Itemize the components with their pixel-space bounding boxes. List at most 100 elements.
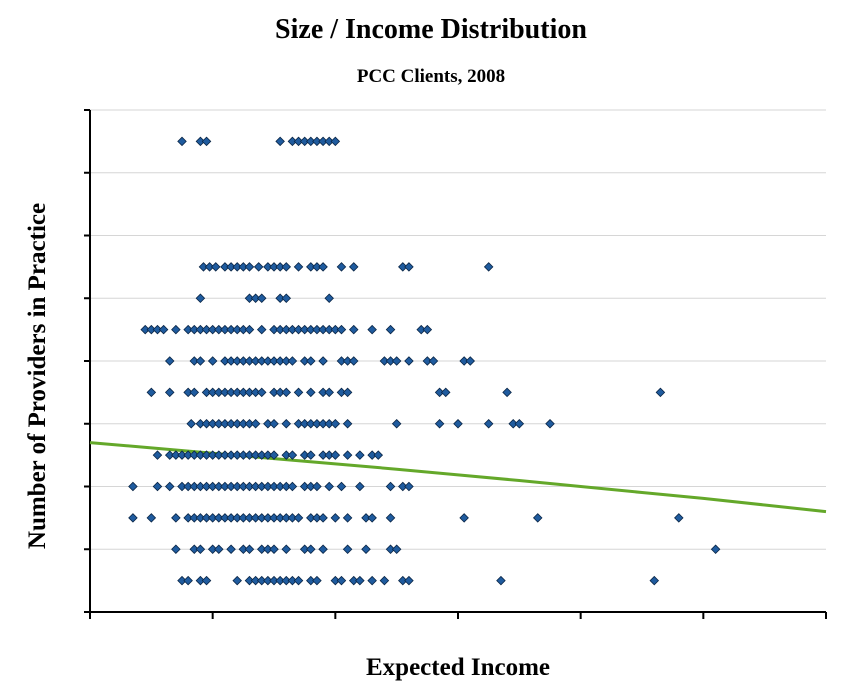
scatter-point — [655, 387, 666, 398]
scatter-point — [330, 418, 341, 429]
scatter-point — [330, 513, 341, 523]
scatter-point — [324, 387, 334, 398]
scatter-point — [367, 575, 377, 586]
scatter-point — [355, 481, 365, 492]
scatter-point — [330, 136, 341, 147]
scatter-point — [128, 481, 138, 492]
scatter-point — [483, 262, 494, 272]
scatter-point — [336, 481, 347, 492]
scatter-point — [483, 418, 494, 429]
scatter-point — [434, 418, 445, 429]
scatter-point — [312, 481, 322, 492]
scatter-point — [293, 387, 304, 398]
scatter-point — [422, 324, 433, 335]
scatter-point — [256, 293, 267, 304]
scatter-point — [269, 418, 279, 429]
scatter-point — [391, 544, 402, 555]
scatter-point — [330, 450, 341, 460]
scatter-point — [293, 262, 304, 272]
scatter-point — [324, 481, 334, 492]
scatter-point — [146, 513, 157, 523]
scatter-point — [158, 324, 169, 335]
scatter-point — [146, 387, 157, 398]
scatter-point — [404, 481, 414, 492]
scatter-point — [373, 450, 384, 460]
scatter-point — [287, 481, 298, 492]
scatter-point — [256, 324, 267, 335]
scatter-point — [545, 418, 555, 429]
scatter-point — [293, 513, 304, 523]
scatter-point — [404, 575, 414, 586]
scatter-point — [391, 418, 402, 429]
scatter-point — [532, 513, 543, 523]
scatter-point — [152, 481, 163, 492]
scatter-point — [306, 450, 316, 460]
scatter-point — [152, 450, 163, 460]
scatter-point — [348, 356, 359, 366]
scatter-point — [269, 544, 279, 555]
scatter-point — [226, 544, 236, 555]
scatter-point — [355, 575, 365, 586]
scatter-point — [306, 544, 316, 555]
scatter-point — [214, 544, 224, 555]
chart-title: Size / Income Distribution — [275, 14, 587, 45]
scatter-point — [342, 418, 353, 429]
scatter-point — [453, 418, 463, 429]
scatter-point — [253, 262, 264, 272]
scatter-point — [281, 293, 292, 304]
scatter-point — [306, 356, 316, 366]
scatter-point — [281, 262, 292, 272]
scatter-point — [269, 450, 279, 460]
scatter-point — [281, 418, 292, 429]
axes — [84, 109, 827, 619]
scatter-point — [164, 481, 175, 492]
scatter-point — [244, 262, 255, 272]
scatter-point — [379, 575, 390, 586]
scatter-point — [355, 450, 365, 460]
scatter-point — [391, 356, 402, 366]
scatter-point — [201, 575, 212, 586]
scatter-point — [201, 136, 212, 147]
scatter-point — [361, 544, 371, 555]
scatter-point — [324, 293, 334, 304]
scatter-point — [281, 387, 292, 398]
scatter-point — [674, 513, 684, 523]
scatter-point — [465, 356, 476, 366]
scatter-point — [514, 418, 525, 429]
scatter-point — [318, 544, 328, 555]
scatter-point — [348, 324, 359, 335]
scatter-point — [195, 293, 206, 304]
scatter-point — [348, 262, 359, 272]
scatter-point — [306, 387, 316, 398]
scatter-point — [171, 513, 181, 523]
scatter-point — [385, 481, 396, 492]
scatter-point — [250, 418, 261, 429]
scatter-point — [293, 575, 304, 586]
scatter-point — [177, 136, 187, 147]
scatter-point — [189, 387, 200, 398]
scatter-point — [281, 544, 292, 555]
scatter-point — [385, 324, 396, 335]
scatter-point — [128, 513, 138, 523]
scatter-point — [164, 387, 175, 398]
scatter-point — [342, 387, 353, 398]
scatter-point — [318, 513, 328, 523]
scatter-point — [649, 575, 660, 586]
scatter-point — [440, 387, 451, 398]
scatter-point — [210, 262, 221, 272]
scatter-point — [318, 262, 328, 272]
scatter-point — [256, 387, 267, 398]
scatter-point — [171, 324, 181, 335]
scatter-point — [336, 262, 347, 272]
scatter-point — [186, 418, 196, 429]
scatter-point — [287, 356, 298, 366]
scatter-point — [244, 324, 255, 335]
scatter-point — [275, 136, 285, 147]
scatter-point — [428, 356, 439, 366]
scatter-point — [312, 575, 322, 586]
scatter-point — [195, 356, 206, 366]
scatter-point — [342, 513, 353, 523]
scatter-point — [207, 356, 218, 366]
x-axis-label: Expected Income — [366, 654, 550, 681]
